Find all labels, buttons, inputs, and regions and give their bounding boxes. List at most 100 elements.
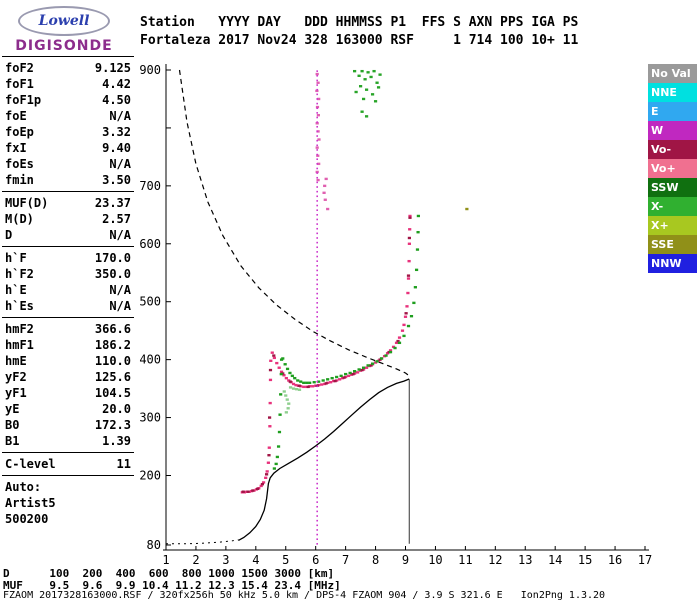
legend-item-w: W — [648, 121, 697, 140]
param-label: M(D) — [5, 212, 34, 226]
param-value: N/A — [109, 299, 131, 313]
x-tick-label: 10 — [428, 553, 442, 567]
param-label: foF1 — [5, 77, 34, 91]
param-label: yF1 — [5, 386, 27, 400]
y-tick-label: 400 — [139, 353, 161, 367]
legend-item-vo+: Vo+ — [648, 159, 697, 178]
param-row-yf2: yF2 125.6 — [2, 369, 134, 385]
stray-echo — [465, 207, 469, 211]
param-value: N/A — [109, 228, 131, 242]
param-label: fmin — [5, 173, 34, 187]
param-value: N/A — [109, 157, 131, 171]
x-tick-label: 1 — [162, 553, 169, 567]
x-tick-label: 9 — [402, 553, 409, 567]
param-row-d: D N/A — [2, 227, 134, 243]
param-row-hme: hmE 110.0 — [2, 353, 134, 369]
param-row-hf2: h`F2 350.0 — [2, 266, 134, 282]
parameter-panel: foF2 9.125 foF1 4.42 foF1p 4.50 foE N/A foEp 3.32… — [2, 56, 134, 530]
param-value: 170.0 — [94, 251, 131, 265]
param-row-artist5: Artist5 — [2, 495, 134, 511]
param-group: Auto: Artist5 500200 — [2, 476, 134, 530]
param-row-fmin: fmin 3.50 — [2, 172, 134, 188]
param-group: C-level 11 — [2, 453, 134, 476]
param-value: 366.6 — [94, 322, 131, 336]
param-group: MUF(D) 23.37 M(D) 2.57 D N/A — [2, 192, 134, 247]
rfi-line — [316, 70, 318, 545]
param-row-b1: B1 1.39 — [2, 433, 134, 449]
param-row-hes: h`Es N/A — [2, 298, 134, 314]
x-trace — [272, 214, 420, 470]
param-row-md: M(D) 2.57 — [2, 211, 134, 227]
spread-pink — [315, 72, 330, 211]
param-value: 23.37 — [94, 196, 131, 210]
param-value: 9.40 — [102, 141, 131, 155]
x-tick-label: 15 — [578, 553, 592, 567]
param-row-mufd: MUF(D) 23.37 — [2, 195, 134, 211]
param-row-500200: 500200 — [2, 511, 134, 527]
param-row-auto: Auto: — [2, 479, 134, 495]
x-trace-light — [282, 386, 302, 414]
file-footer: FZAOM_2017328163000.RSF / 320fx256h 50 k… — [3, 590, 606, 600]
param-value: N/A — [109, 283, 131, 297]
y-tick-label: 500 — [139, 295, 161, 309]
legend-item-ssw: SSW — [648, 178, 697, 197]
param-label: Artist5 — [5, 496, 56, 510]
legend-item-vo-: Vo- — [648, 140, 697, 159]
y-tick-label: 600 — [139, 237, 161, 251]
y-tick-label: 80 — [147, 538, 161, 552]
bottomside-profile — [238, 378, 410, 541]
param-row-b0: B0 172.3 — [2, 417, 134, 433]
param-value: 11 — [116, 457, 131, 471]
param-label: h`Es — [5, 299, 34, 313]
param-row-he: h`E N/A — [2, 282, 134, 298]
y-tick-label: 300 — [139, 411, 161, 425]
x-tick-label: 16 — [608, 553, 622, 567]
param-label: B1 — [5, 434, 20, 448]
param-row-foe: foE N/A — [2, 108, 134, 124]
param-value: 9.125 — [94, 61, 131, 75]
y-tick-label: 900 — [139, 63, 161, 77]
param-value: 1.39 — [102, 434, 131, 448]
param-label: h`F — [5, 251, 27, 265]
param-value: 186.2 — [94, 338, 131, 352]
param-group: h`F 170.0 h`F2 350.0 h`E N/A h`Es N/A — [2, 247, 134, 318]
param-value: 2.57 — [102, 212, 131, 226]
x-tick-label: 2 — [192, 553, 199, 567]
legend-item-noval: No Val — [648, 64, 697, 83]
param-label: B0 — [5, 418, 20, 432]
y-tick-label: 700 — [139, 179, 161, 193]
param-row-foes: foEs N/A — [2, 156, 134, 172]
param-label: fxI — [5, 141, 27, 155]
param-label: foEs — [5, 157, 34, 171]
y-tick-label: 200 — [139, 468, 161, 482]
param-label: Auto: — [5, 480, 42, 494]
x-tick-label: 6 — [312, 553, 319, 567]
param-row-hmf2: hmF2 366.6 — [2, 321, 134, 337]
param-value: 104.5 — [94, 386, 131, 400]
o-trace-f2 — [270, 214, 412, 389]
param-label: hmF2 — [5, 322, 34, 336]
x-tick-label: 12 — [488, 553, 502, 567]
profile-extrapolation-dashed — [166, 539, 239, 545]
x-tick-label: 3 — [222, 553, 229, 567]
param-row-fxi: fxI 9.40 — [2, 140, 134, 156]
param-row-hmf1: hmF1 186.2 — [2, 337, 134, 353]
param-row-yf1: yF1 104.5 — [2, 385, 134, 401]
param-group: foF2 9.125 foF1 4.42 foF1p 4.50 foE N/A foEp 3.32… — [2, 57, 134, 192]
param-value: 125.6 — [94, 370, 131, 384]
legend-item-sse: SSE — [648, 235, 697, 254]
param-label: hmF1 — [5, 338, 34, 352]
x-tick-label: 7 — [342, 553, 349, 567]
station-header: Station YYYY DAY DDD HHMMSS P1 FFS S AXN… — [140, 14, 578, 50]
legend-item-e: E — [648, 102, 697, 121]
param-row-clevel: C-level 11 — [2, 456, 134, 472]
x-tick-label: 17 — [638, 553, 652, 567]
param-row-fof2: foF2 9.125 — [2, 60, 134, 76]
distance-row: D 100 200 400 600 800 1000 1500 3000 [km… — [3, 567, 335, 580]
param-label: yF2 — [5, 370, 27, 384]
header-line-1: Station YYYY DAY DDD HHMMSS P1 FFS S AXN… — [140, 15, 579, 30]
param-value: 350.0 — [94, 267, 131, 281]
lowell-logo-text: Lowell — [38, 13, 90, 29]
legend-item-x+: X+ — [648, 216, 697, 235]
